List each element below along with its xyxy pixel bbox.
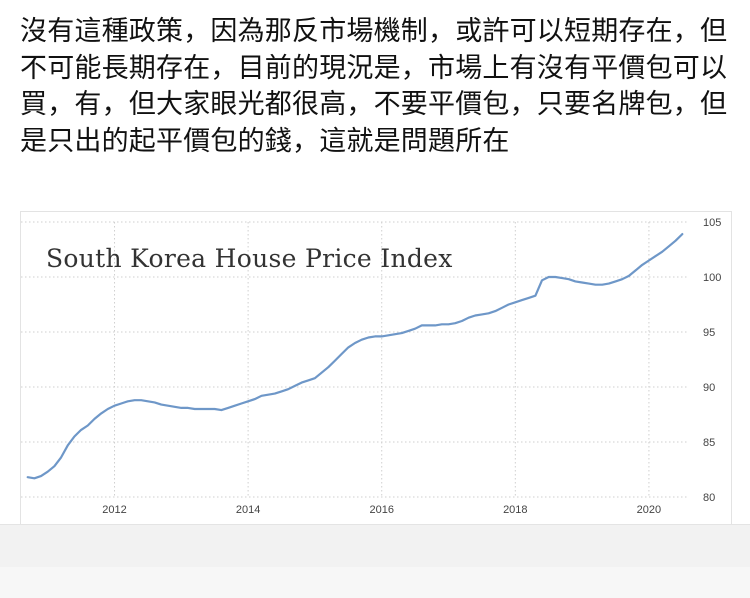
chart-title: South Korea House Price Index bbox=[46, 244, 453, 273]
y-tick-label: 80 bbox=[703, 492, 715, 504]
footer-bar bbox=[0, 524, 750, 568]
x-tick-label: 2012 bbox=[102, 504, 126, 516]
x-tick-label: 2014 bbox=[236, 504, 260, 516]
series-line bbox=[26, 233, 684, 480]
y-tick-label: 105 bbox=[703, 217, 721, 229]
y-tick-label: 95 bbox=[703, 327, 715, 339]
y-tick-label: 90 bbox=[703, 382, 715, 394]
house-price-chart: 80 85 90 95 100 105 2012 2014 2016 2018 2020 bbox=[21, 217, 721, 516]
footer-bar-lower bbox=[0, 567, 750, 598]
post-text: 沒有這種政策，因為那反市場機制，或許可以短期存在，但不可能長期存在，目前的現況是… bbox=[20, 16, 728, 157]
y-tick-label: 100 bbox=[703, 272, 721, 284]
x-tick-label: 2020 bbox=[637, 504, 661, 516]
x-tick-label: 2016 bbox=[369, 504, 393, 516]
x-tick-label: 2018 bbox=[503, 504, 527, 516]
y-tick-label: 85 bbox=[703, 437, 715, 449]
chart-card: 80 85 90 95 100 105 2012 2014 2016 2018 2020 South… bbox=[20, 211, 732, 525]
